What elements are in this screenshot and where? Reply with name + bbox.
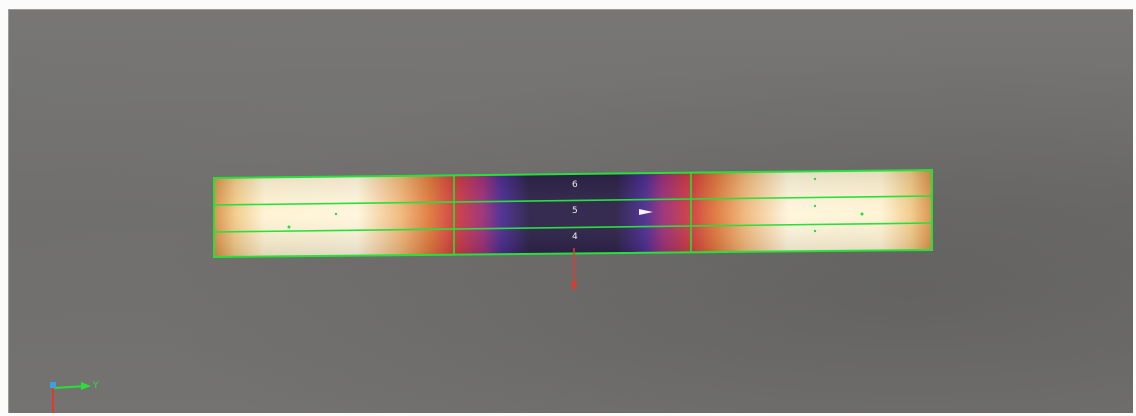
mesh-outline [213,168,933,259]
node-label-middle: 5 [572,206,578,216]
mesh-nodes [287,177,864,233]
node-label-top: 6 [572,180,578,190]
contour-plot-mesh[interactable] [213,168,933,259]
boundary-arrow-icon [571,248,577,292]
triad-y-label: Y [92,381,99,391]
3d-viewport[interactable]: 6 5 4 Y [8,9,1133,413]
mesh-line-upper [213,195,933,206]
load-arrow-icon [639,209,653,215]
coordinate-triad: Y [50,381,99,413]
viewport-canvas[interactable]: 6 5 4 Y [9,10,1133,413]
mesh-line-lower [213,222,933,233]
contour-shading [214,170,932,257]
node-label-bottom: 4 [572,232,578,242]
